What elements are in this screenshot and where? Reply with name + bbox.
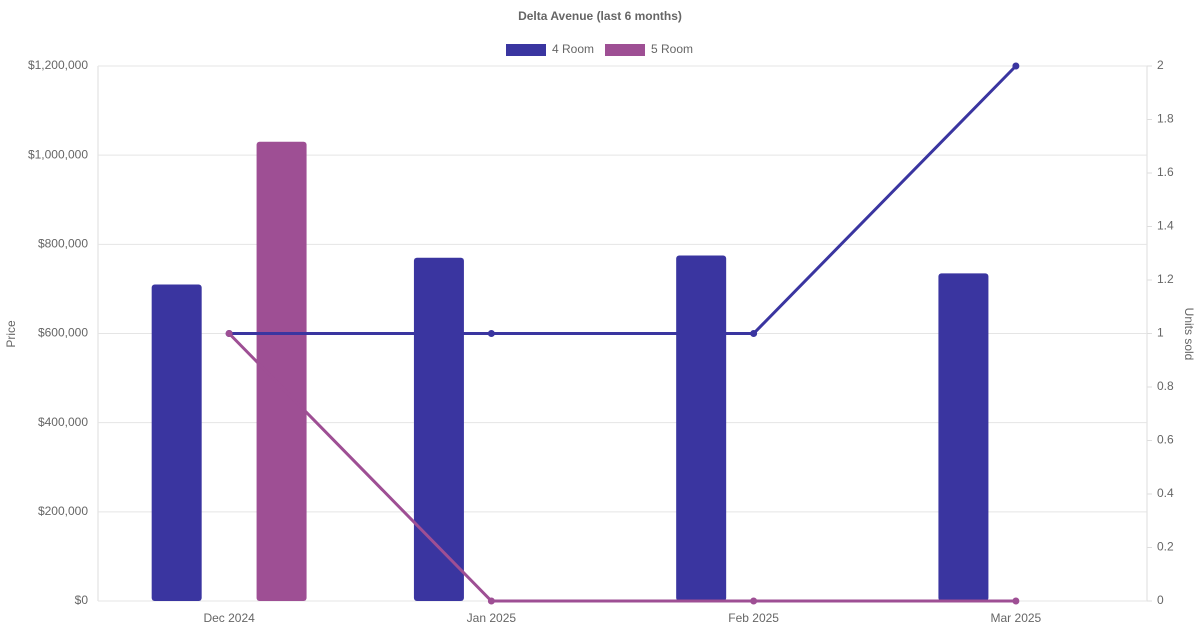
- y-tick-label: $1,200,000: [28, 58, 88, 72]
- x-tick-label: Feb 2025: [728, 611, 779, 625]
- y-tick-label: $400,000: [38, 415, 88, 429]
- line: [228, 332, 1016, 603]
- line: [229, 64, 1017, 335]
- line-point: [487, 330, 495, 337]
- bar: [256, 141, 307, 601]
- legend-label: 5 Room: [651, 42, 693, 56]
- line-point: [487, 597, 495, 605]
- line-point: [225, 330, 233, 337]
- x-tick-label: Mar 2025: [991, 611, 1042, 625]
- x-tick-label: Dec 2024: [203, 611, 255, 625]
- legend-label: 4 Room: [552, 42, 594, 56]
- y-tick-label: $800,000: [38, 237, 88, 251]
- line-point: [1012, 62, 1020, 70]
- bar: [413, 257, 464, 601]
- y2-tick-label: 0.8: [1157, 379, 1174, 393]
- y2-tick-label: 1.6: [1157, 165, 1174, 179]
- legend-swatch: [506, 44, 546, 56]
- y2-tick-label: 1.2: [1157, 272, 1174, 286]
- bar: [938, 273, 989, 601]
- line-point: [750, 597, 758, 605]
- y2-tick-label: 1.4: [1157, 219, 1174, 233]
- chart-title: Delta Avenue (last 6 months): [518, 9, 682, 23]
- y2-tick-label: 0.2: [1157, 540, 1174, 554]
- y2-tick-label: 1.8: [1157, 112, 1174, 126]
- legend-swatch: [605, 44, 645, 56]
- y2-tick-label: 1: [1157, 326, 1164, 340]
- y2-tick-label: 0.4: [1157, 486, 1174, 500]
- line-point: [1012, 597, 1020, 605]
- x-tick-label: Jan 2025: [467, 611, 517, 625]
- bar: [676, 255, 727, 601]
- y-tick-label: $600,000: [38, 326, 88, 340]
- y-tick-label: $1,000,000: [28, 147, 88, 161]
- line-point: [750, 330, 758, 337]
- y-tick-label: $0: [75, 593, 89, 607]
- y2-axis-label: Units sold: [1182, 308, 1196, 361]
- y2-tick-label: 0.6: [1157, 433, 1174, 447]
- y-tick-label: $200,000: [38, 504, 88, 518]
- y2-tick-label: 2: [1157, 58, 1164, 72]
- y2-tick-label: 0: [1157, 593, 1164, 607]
- bar: [151, 284, 202, 601]
- y-axis-label: Price: [4, 320, 18, 348]
